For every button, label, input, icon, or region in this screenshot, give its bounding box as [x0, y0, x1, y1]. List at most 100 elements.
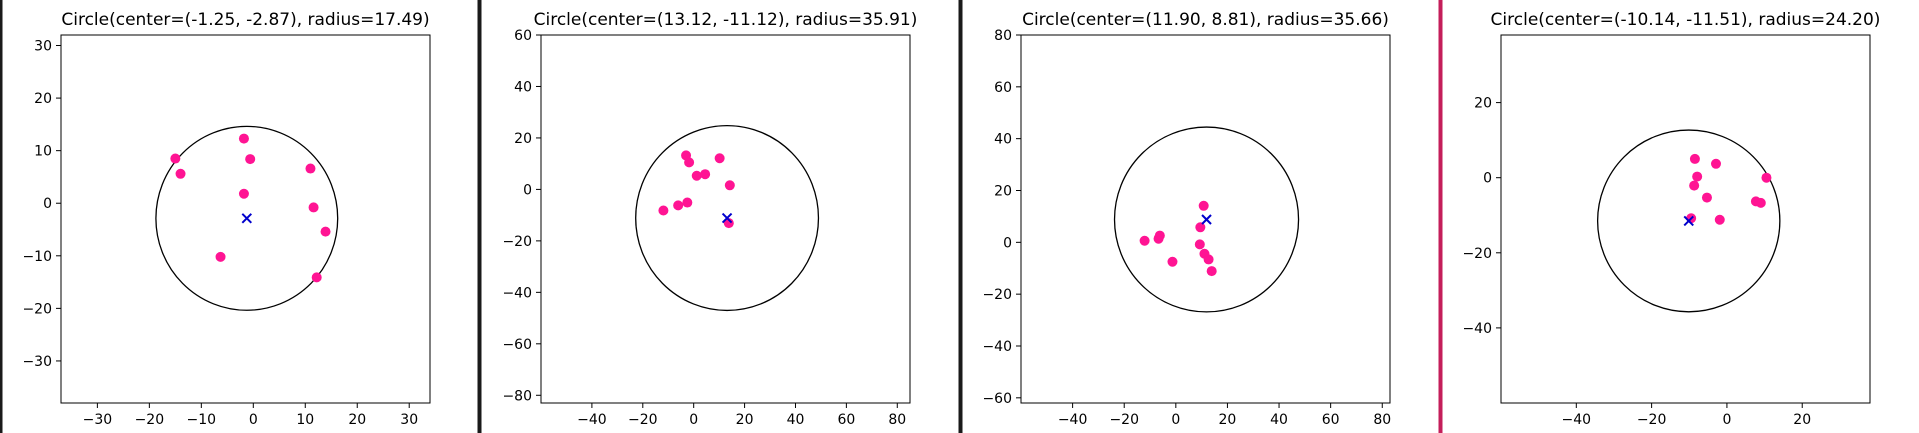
x-tick-label: −20	[135, 412, 165, 428]
panel-4-title: Circle(center=(-10.14, -11.51), radius=2…	[1491, 10, 1881, 30]
data-point	[1195, 222, 1206, 233]
data-point	[238, 188, 249, 199]
y-tick-label: 10	[34, 144, 52, 160]
data-point	[308, 202, 319, 213]
data-point	[215, 251, 226, 262]
data-point	[305, 163, 316, 174]
panel-3-title: Circle(center=(11.90, 8.81), radius=35.6…	[1022, 10, 1389, 30]
axes-frame	[540, 34, 911, 404]
y-tick-label: −60	[982, 391, 1012, 407]
data-point	[1710, 158, 1721, 169]
data-point	[673, 200, 684, 211]
data-point	[1761, 172, 1772, 183]
x-tick-label: 10	[296, 412, 314, 428]
x-tick-label: −20	[628, 412, 658, 428]
axes-frame	[1500, 34, 1871, 404]
center-marker	[1683, 215, 1694, 227]
y-tick-label: −20	[1462, 246, 1492, 262]
y-tick-label: 60	[514, 28, 532, 44]
x-tick-label: −40	[1562, 412, 1592, 428]
x-tick-label: 80	[888, 412, 906, 428]
x-tick-label: 20	[348, 412, 366, 428]
fitted-circle	[635, 124, 820, 312]
x-tick-label: 60	[837, 412, 855, 428]
panel-3: Circle(center=(11.90, 8.81), radius=35.6…	[982, 10, 1391, 428]
y-tick-label: 0	[1003, 235, 1012, 251]
x-tick-label: −30	[83, 412, 113, 428]
data-point	[170, 153, 181, 164]
x-tick-label: 60	[1322, 412, 1340, 428]
data-point	[1206, 266, 1217, 277]
data-point	[1139, 235, 1150, 246]
data-point	[724, 180, 735, 191]
x-tick-label: 20	[1219, 412, 1237, 428]
fitted-circle	[155, 125, 339, 311]
data-point	[691, 170, 702, 181]
center-marker-stroke	[1683, 215, 1694, 227]
data-point	[1194, 239, 1205, 250]
panel-4: Circle(center=(-10.14, -11.51), radius=2…	[1462, 10, 1880, 428]
y-tick-label: 0	[1483, 171, 1492, 187]
data-point	[700, 169, 711, 180]
y-tick-label: 20	[514, 131, 532, 147]
axes-frame	[1020, 34, 1391, 404]
data-point	[320, 226, 331, 237]
data-point	[1692, 171, 1703, 182]
x-tick-label: −40	[577, 412, 607, 428]
y-tick-label: −30	[22, 354, 52, 370]
x-tick-label: −10	[187, 412, 217, 428]
center-marker	[241, 213, 253, 224]
x-tick-label: 0	[689, 412, 698, 428]
data-point	[1198, 200, 1209, 211]
x-tick-label: 40	[787, 412, 805, 428]
panel-1: Circle(center=(-1.25, -2.87), radius=17.…	[22, 10, 431, 428]
y-tick-label: 20	[994, 183, 1012, 199]
x-tick-label: 0	[1171, 412, 1180, 428]
y-tick-label: 40	[994, 132, 1012, 148]
x-tick-label: 20	[1793, 412, 1811, 428]
data-point	[1167, 256, 1178, 267]
x-tick-label: 40	[1270, 412, 1288, 428]
fitted-circle	[1113, 126, 1300, 313]
data-point	[684, 157, 695, 168]
y-tick-label: −40	[982, 339, 1012, 355]
center-marker	[1201, 214, 1212, 225]
data-point	[714, 153, 725, 164]
x-tick-label: −20	[1637, 412, 1667, 428]
y-tick-label: 60	[994, 80, 1012, 96]
x-tick-label: 0	[1722, 412, 1731, 428]
y-tick-label: −20	[982, 287, 1012, 303]
data-point	[238, 133, 249, 144]
y-tick-label: 20	[34, 91, 52, 107]
data-point	[1689, 180, 1700, 191]
center-marker-stroke	[1201, 214, 1212, 225]
data-point	[1755, 197, 1766, 208]
data-point	[311, 272, 322, 283]
x-tick-label: −40	[1058, 412, 1088, 428]
y-tick-label: −20	[22, 301, 52, 317]
panel-2-title: Circle(center=(13.12, -11.12), radius=35…	[534, 10, 918, 30]
data-point	[1153, 233, 1164, 244]
x-tick-label: −20	[1109, 412, 1139, 428]
center-marker-stroke	[241, 213, 253, 224]
data-point	[1701, 192, 1712, 203]
data-point	[1689, 153, 1700, 164]
data-point	[658, 205, 669, 216]
data-point	[175, 168, 186, 179]
y-tick-label: −80	[502, 388, 532, 404]
data-point	[723, 218, 734, 229]
y-tick-label: −40	[502, 285, 532, 301]
y-tick-label: 30	[34, 39, 52, 55]
data-point	[245, 154, 256, 165]
x-tick-label: 20	[736, 412, 754, 428]
x-tick-label: 30	[400, 412, 418, 428]
fitted-circle	[1596, 129, 1781, 313]
y-tick-label: 40	[514, 79, 532, 95]
x-tick-label: 80	[1373, 412, 1391, 428]
y-tick-label: 0	[43, 196, 52, 212]
y-tick-label: −10	[22, 249, 52, 265]
y-tick-label: 80	[994, 28, 1012, 44]
y-tick-label: −20	[502, 234, 532, 250]
y-tick-label: −40	[1462, 321, 1492, 337]
